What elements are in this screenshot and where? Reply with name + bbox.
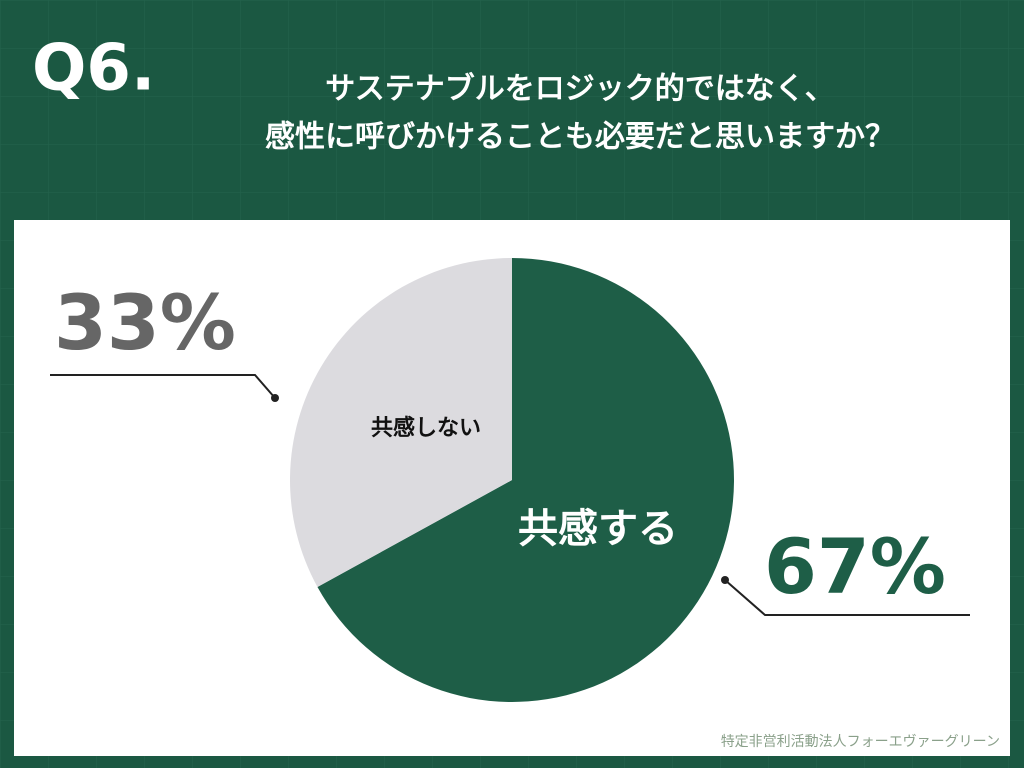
slice-label: 共感する — [518, 506, 678, 552]
leader-dot — [271, 394, 279, 402]
pie-slice — [317, 258, 734, 703]
question-number: Q6. — [32, 32, 155, 106]
footer: 特定非営利活動法人フォーエヴァーグリーン — [721, 733, 1000, 750]
leader-line — [724, 579, 970, 616]
question-line: サステナブルをロジック的ではなく、 — [325, 72, 834, 107]
pie-slice — [290, 258, 512, 587]
pie — [290, 258, 734, 703]
slice-label: 共感しない — [371, 415, 481, 441]
question-line: 感性に呼びかけることも必要だと思いますか？ — [265, 120, 895, 155]
leader-line — [50, 374, 276, 399]
value-label: 33% — [54, 278, 236, 367]
leader-dot — [721, 576, 729, 584]
value-label: 67% — [764, 522, 946, 611]
